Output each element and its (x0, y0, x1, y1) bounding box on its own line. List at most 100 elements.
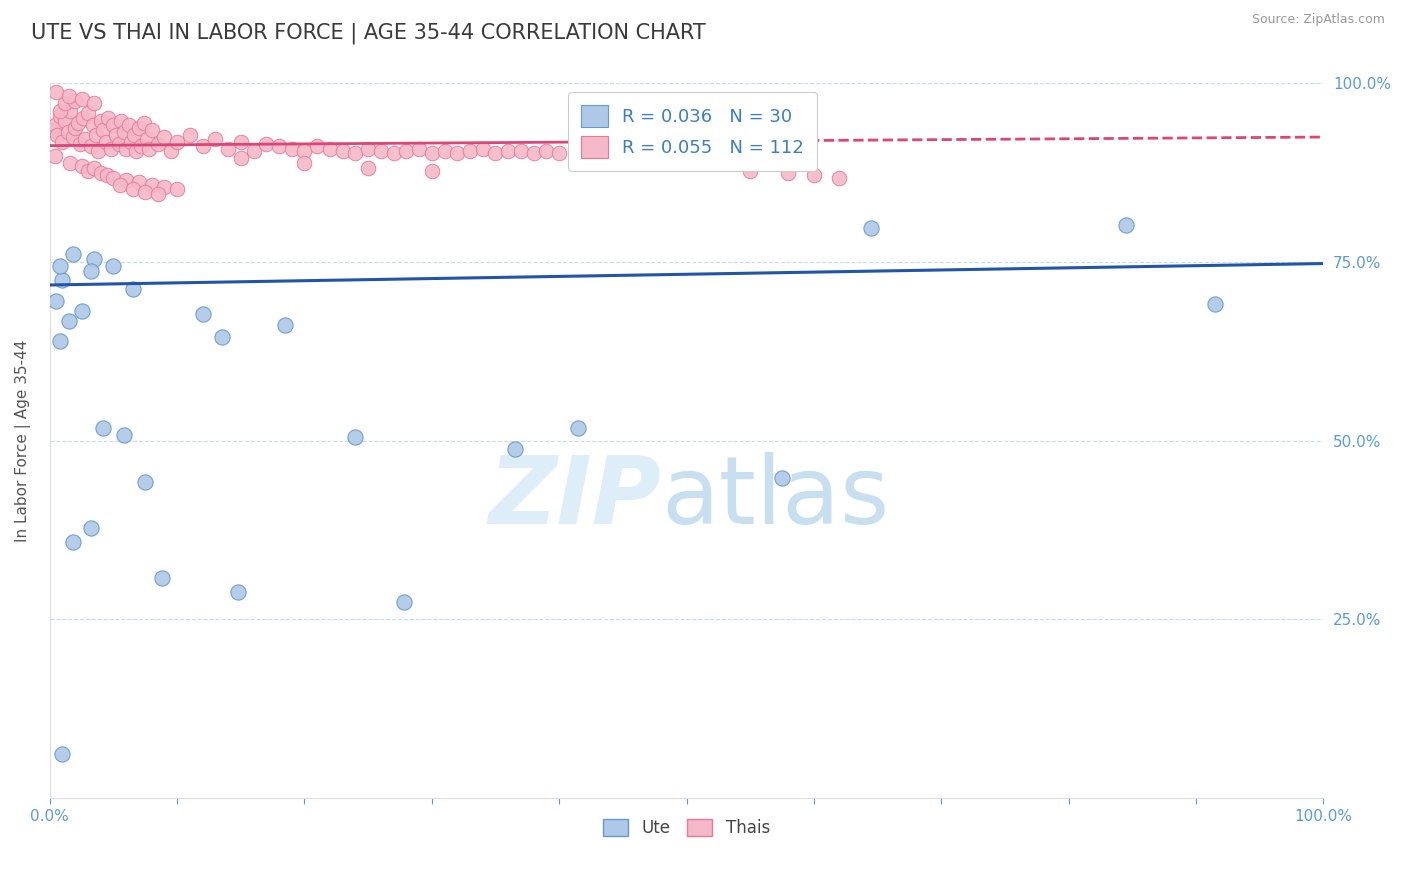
Point (53, 113, 76, 128)
Point (122, 128, 145, 142)
Point (132, 116, 155, 130)
Point (420, 163, 443, 178)
Point (496, 145, 519, 159)
Point (62, 246, 84, 260)
Point (90, 166, 112, 180)
Point (51, 135, 73, 149)
Point (446, 146, 468, 161)
Point (110, 113, 132, 128)
Point (370, 145, 392, 159)
Point (211, 330, 233, 344)
Point (49, 109, 72, 123)
Point (45, 294, 67, 309)
Point (624, 145, 647, 159)
Point (650, 146, 672, 161)
Y-axis label: In Labor Force | Age 35-44: In Labor Force | Age 35-44 (15, 340, 31, 542)
Point (44, 149, 66, 163)
Point (153, 180, 176, 194)
Point (1115, 218, 1137, 232)
Point (574, 145, 596, 159)
Point (395, 145, 418, 159)
Point (97, 111, 120, 125)
Point (319, 142, 342, 156)
Point (96, 168, 118, 182)
Point (128, 120, 150, 135)
Point (159, 145, 181, 159)
Point (72, 111, 94, 125)
Point (179, 128, 201, 142)
Point (860, 220, 883, 235)
Point (226, 585, 249, 599)
Point (548, 146, 571, 161)
Point (141, 123, 163, 137)
Point (675, 145, 697, 159)
Point (274, 318, 297, 332)
Text: Source: ZipAtlas.com: Source: ZipAtlas.com (1251, 13, 1385, 27)
Point (66, 116, 89, 130)
Point (87, 145, 110, 159)
Point (63, 120, 86, 135)
Point (79, 521, 101, 535)
Point (115, 173, 138, 187)
Point (103, 118, 125, 132)
Point (828, 170, 851, 185)
Point (344, 146, 367, 161)
Legend: Ute, Thais: Ute, Thais (596, 812, 776, 844)
Point (242, 145, 264, 159)
Point (523, 146, 546, 161)
Point (191, 307, 214, 321)
Point (104, 128, 127, 142)
Point (191, 139, 214, 153)
Point (103, 170, 125, 185)
Point (135, 132, 157, 146)
Point (280, 142, 302, 156)
Point (770, 471, 793, 485)
Point (49, 259, 72, 273)
Point (118, 118, 141, 132)
Point (471, 142, 494, 156)
Point (112, 428, 135, 442)
Point (700, 146, 723, 161)
Point (77, 106, 100, 120)
Point (392, 594, 415, 608)
Point (382, 146, 405, 161)
Point (70, 303, 93, 318)
Point (503, 442, 526, 457)
Point (484, 146, 506, 161)
Point (803, 168, 825, 182)
Point (217, 142, 239, 156)
Point (254, 137, 277, 152)
Point (357, 142, 380, 156)
Point (153, 130, 176, 145)
Point (344, 430, 367, 444)
Point (740, 163, 762, 178)
Point (229, 152, 252, 166)
Point (91, 123, 114, 137)
Point (115, 142, 138, 156)
Point (82, 118, 104, 132)
Point (49, 103, 72, 118)
Point (75, 132, 97, 146)
Point (103, 259, 125, 273)
Point (112, 125, 135, 139)
Point (146, 137, 169, 152)
Point (294, 145, 316, 159)
Point (51, 747, 73, 761)
Point (83, 252, 105, 266)
Point (79, 263, 101, 277)
Point (90, 113, 112, 128)
Point (49, 334, 72, 348)
Point (94, 135, 117, 149)
Point (166, 135, 188, 149)
Point (1204, 296, 1226, 310)
Point (41, 123, 63, 137)
Text: atlas: atlas (661, 452, 889, 544)
Point (307, 139, 329, 153)
Point (51, 273, 73, 287)
Point (58, 89, 80, 103)
Point (83, 96, 105, 111)
Point (46, 128, 69, 142)
Point (294, 156, 316, 170)
Point (150, 571, 173, 585)
Point (62, 535, 84, 549)
